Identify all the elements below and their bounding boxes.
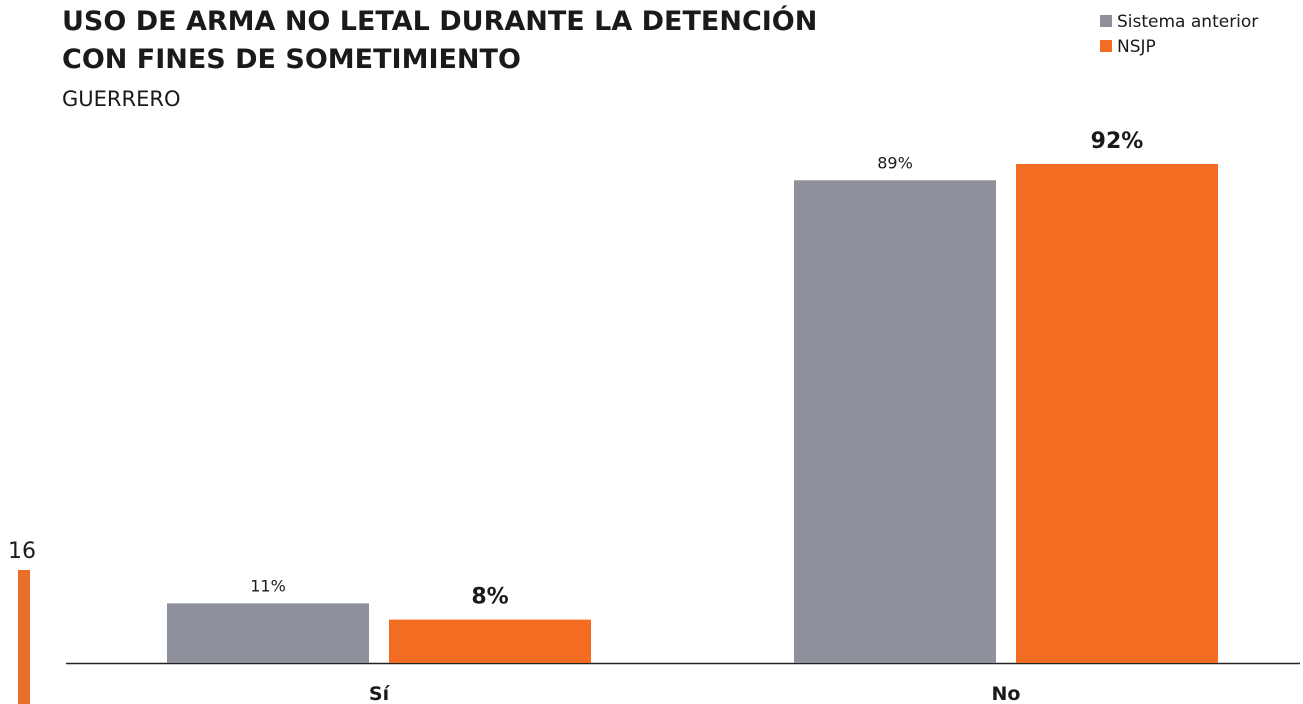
bar [389,619,591,663]
chart-title: USO DE ARMA NO LETAL DURANTE LA DETENCIÓ… [62,5,817,37]
x-tick-label: Sí [369,683,391,704]
page-number: 16 [8,539,36,564]
x-tick-label: No [992,683,1021,704]
legend-swatch [1100,15,1112,27]
legend-label: NSJP [1117,37,1156,57]
bar [167,603,369,663]
data-label: 92% [1091,129,1144,154]
chart-subtitle: GUERRERO [62,87,180,111]
data-label: 8% [471,585,508,610]
data-label: 11% [250,576,286,595]
chart-title: CON FINES DE SOMETIMIENTO [62,44,521,75]
bar [1016,163,1218,663]
bar [794,180,996,664]
page-decoration [18,570,30,704]
legend-swatch [1100,40,1112,52]
legend-label: Sistema anterior [1117,12,1258,32]
data-label: 89% [877,153,913,172]
